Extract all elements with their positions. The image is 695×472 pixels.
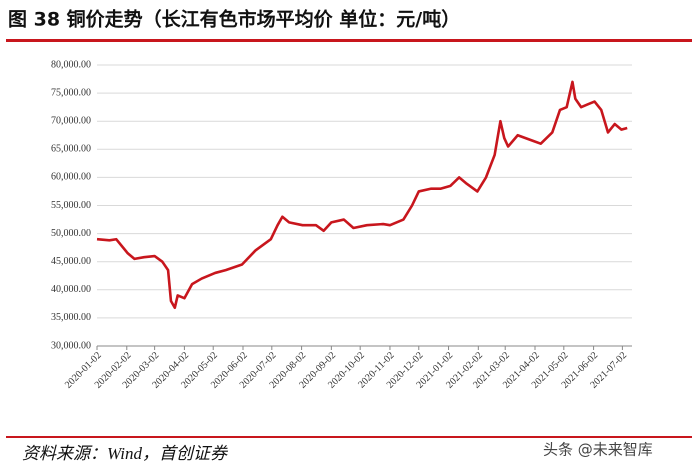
- y-tick-label: 40,000.00: [51, 284, 91, 295]
- watermark: 头条 @未来智库: [543, 441, 653, 459]
- y-tick-label: 75,000.00: [51, 87, 91, 98]
- y-tick-label: 45,000.00: [51, 256, 91, 267]
- source: 资料来源：Wind，首创证券: [22, 444, 229, 463]
- source-rule: [6, 436, 692, 438]
- y-tick-label: 55,000.00: [51, 200, 91, 211]
- y-tick-label: 30,000.00: [51, 340, 91, 351]
- y-tick-label: 50,000.00: [51, 228, 91, 239]
- chart-title: 图 38 铜价走势（长江有色市场平均价 单位：元/吨）: [8, 8, 460, 31]
- y-tick-label: 65,000.00: [51, 144, 91, 155]
- price-line: [96, 80, 628, 310]
- title-rule: [6, 39, 692, 42]
- y-tick-label: 70,000.00: [51, 115, 91, 126]
- y-tick-label: 35,000.00: [51, 312, 91, 323]
- y-tick-label: 60,000.00: [51, 172, 91, 183]
- y-tick-label: 80,000.00: [51, 59, 91, 70]
